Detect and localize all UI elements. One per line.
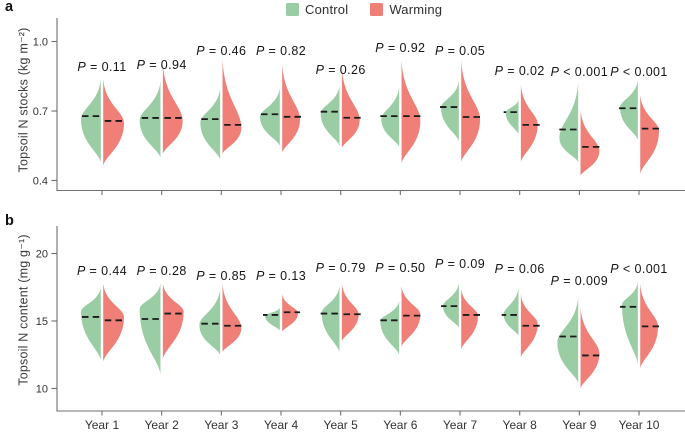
violin-a-year4-control bbox=[260, 87, 280, 146]
y-tick-label-b-10: 10 bbox=[36, 383, 48, 395]
x-label-year7: Year 7 bbox=[443, 418, 478, 432]
violin-b-year5-control bbox=[321, 285, 340, 353]
x-label-year10: Year 10 bbox=[619, 418, 660, 432]
violin-b-year1-control bbox=[81, 287, 101, 361]
p-value-a-year4: P = 0.82 bbox=[256, 44, 306, 58]
y-tick-label-a-1.0: 1.0 bbox=[33, 36, 48, 48]
p-value-a-year10: P < 0.001 bbox=[610, 65, 667, 79]
legend-item-control: Control bbox=[286, 2, 348, 17]
p-value-b-year7: P = 0.09 bbox=[435, 257, 485, 271]
panel-b: 10 15 20 Year 1 P = 0.44 Year 2 P = 0.28 Year 3… bbox=[36, 226, 685, 432]
x-label-year9: Year 9 bbox=[562, 418, 597, 432]
panel-a: 0.4 0.7 1.0 P = 0.11 P = 0.94 P = 0.46 P = 0.8… bbox=[33, 18, 685, 195]
violin-b-year7-control bbox=[443, 282, 459, 328]
violin-b-year2-control bbox=[139, 283, 161, 374]
violin-a-year9-warming bbox=[580, 109, 600, 176]
violin-a-year4-warming bbox=[282, 63, 301, 153]
legend-item-warming: Warming bbox=[370, 2, 442, 17]
p-value-a-year8: P = 0.02 bbox=[495, 64, 545, 78]
p-value-b-year9: P = 0.009 bbox=[551, 274, 608, 288]
warming-swatch-icon bbox=[370, 3, 384, 16]
x-label-year2: Year 2 bbox=[145, 418, 180, 432]
violin-b-year9-warming bbox=[580, 307, 600, 389]
control-swatch-icon bbox=[286, 3, 299, 16]
y-tick-label-a-0.4: 0.4 bbox=[33, 175, 48, 187]
violin-a-year2-control bbox=[139, 80, 161, 158]
x-label-year5: Year 5 bbox=[324, 418, 359, 432]
p-value-a-year7: P = 0.05 bbox=[435, 44, 485, 58]
legend-label-warming: Warming bbox=[389, 2, 443, 17]
x-label-year6: Year 6 bbox=[383, 418, 418, 432]
violin-b-year3-warming bbox=[222, 283, 242, 353]
violin-b-year9-control bbox=[557, 296, 579, 384]
p-value-b-year1: P = 0.44 bbox=[77, 264, 127, 278]
p-value-b-year5: P = 0.79 bbox=[316, 261, 366, 275]
violin-a-year10-warming bbox=[640, 94, 660, 174]
violin-b-year10-control bbox=[622, 281, 638, 365]
y-tick-label-b-15: 15 bbox=[36, 316, 48, 328]
violin-a-year6-warming bbox=[401, 60, 421, 164]
violin-b-year6-warming bbox=[401, 285, 421, 347]
violin-b-year1-warming bbox=[103, 283, 124, 362]
violin-b-year4-control bbox=[265, 307, 280, 331]
violin-b-year10-warming bbox=[640, 283, 659, 369]
violin-a-year8-control bbox=[505, 99, 519, 135]
violin-b-year7-warming bbox=[461, 288, 479, 350]
x-label-year3: Year 3 bbox=[204, 418, 239, 432]
violin-a-year1-control bbox=[81, 78, 101, 162]
violin-a-year5-control bbox=[320, 85, 340, 146]
p-value-a-year3: P = 0.46 bbox=[196, 44, 246, 58]
violin-b-year2-warming bbox=[162, 283, 184, 359]
legend-label-control: Control bbox=[305, 2, 349, 17]
p-value-a-year5: P = 0.26 bbox=[316, 63, 366, 77]
p-value-b-year10: P < 0.001 bbox=[610, 262, 667, 276]
violin-a-year7-control bbox=[441, 80, 459, 142]
y-tick-label-a-0.7: 0.7 bbox=[33, 106, 48, 118]
p-value-b-year4: P = 0.13 bbox=[256, 269, 306, 283]
violin-a-year8-warming bbox=[520, 84, 538, 162]
p-value-b-year2: P = 0.28 bbox=[137, 264, 187, 278]
violin-a-year7-warming bbox=[461, 60, 481, 162]
panel-b-letter: b bbox=[5, 213, 14, 229]
p-value-b-year3: P = 0.85 bbox=[196, 269, 246, 283]
p-value-a-year6: P = 0.92 bbox=[375, 41, 425, 55]
violin-b-year8-control bbox=[503, 287, 519, 336]
violin-a-year3-control bbox=[200, 87, 221, 160]
p-value-b-year8: P = 0.06 bbox=[495, 262, 545, 276]
violin-b-year3-control bbox=[199, 288, 221, 355]
violin-a-year2-warming bbox=[162, 63, 183, 154]
violin-a-year9-control bbox=[559, 82, 579, 162]
p-value-a-year2: P = 0.94 bbox=[137, 58, 187, 72]
violin-a-year5-warming bbox=[341, 68, 360, 149]
x-label-year4: Year 4 bbox=[264, 418, 299, 432]
violin-b-year5-warming bbox=[341, 283, 359, 342]
p-value-a-year9: P < 0.001 bbox=[551, 65, 608, 79]
p-value-b-year6: P = 0.50 bbox=[375, 261, 425, 275]
violin-a-year1-warming bbox=[103, 78, 124, 166]
x-label-year1: Year 1 bbox=[85, 418, 120, 432]
violin-b-year6-control bbox=[380, 300, 400, 355]
violin-b-year8-warming bbox=[520, 294, 538, 358]
p-value-a-year1: P = 0.11 bbox=[77, 60, 126, 74]
violin-a-year3-warming bbox=[222, 58, 242, 154]
violin-a-year10-control bbox=[620, 79, 638, 140]
violin-a-year6-control bbox=[381, 86, 400, 147]
y-tick-label-b-20: 20 bbox=[36, 248, 48, 260]
panel-a-letter: a bbox=[5, 0, 14, 15]
legend: Control Warming bbox=[286, 2, 442, 17]
x-label-year8: Year 8 bbox=[503, 418, 538, 432]
